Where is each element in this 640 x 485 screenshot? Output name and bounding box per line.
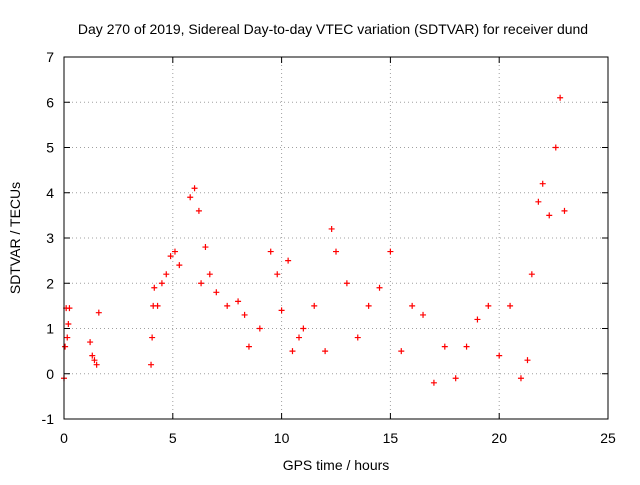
data-point — [528, 271, 535, 278]
data-point — [241, 311, 248, 318]
x-tick-label: 10 — [274, 430, 290, 446]
data-point — [187, 194, 194, 201]
data-point — [163, 271, 170, 278]
data-point — [202, 244, 209, 251]
data-point — [154, 302, 161, 309]
data-point — [507, 302, 514, 309]
data-point — [274, 271, 281, 278]
chart-title: Day 270 of 2019, Sidereal Day-to-day VTE… — [78, 21, 588, 37]
data-point — [463, 343, 470, 350]
x-tick-label: 15 — [383, 430, 399, 446]
y-tick-label: 1 — [46, 321, 54, 337]
data-point — [441, 343, 448, 350]
x-tick-label: 25 — [600, 430, 616, 446]
y-tick-label: 0 — [46, 366, 54, 382]
data-point — [206, 271, 213, 278]
grid-layer — [64, 57, 608, 419]
data-point — [300, 325, 307, 332]
data-point — [66, 305, 73, 312]
data-point — [64, 334, 71, 341]
data-point — [387, 248, 394, 255]
data-point — [452, 375, 459, 382]
data-point — [485, 302, 492, 309]
data-point — [195, 207, 202, 214]
data-point — [322, 348, 329, 355]
x-axis-label: GPS time / hours — [283, 457, 390, 473]
data-point — [354, 334, 361, 341]
data-point — [289, 348, 296, 355]
data-point — [65, 320, 72, 327]
data-point — [91, 357, 98, 364]
data-point — [93, 361, 100, 368]
data-point — [267, 248, 274, 255]
data-point — [343, 280, 350, 287]
data-point — [496, 352, 503, 359]
data-point — [517, 375, 524, 382]
data-point — [546, 212, 553, 219]
data-point — [430, 379, 437, 386]
y-tick-label: 4 — [46, 185, 54, 201]
data-point — [524, 357, 531, 364]
data-point — [235, 298, 242, 305]
data-point — [365, 302, 372, 309]
x-tick-label: 0 — [60, 430, 68, 446]
data-point — [552, 144, 559, 151]
data-point — [333, 248, 339, 255]
data-point — [87, 339, 94, 346]
data-point — [245, 343, 252, 350]
data-point — [256, 325, 263, 332]
data-point — [376, 284, 383, 291]
y-tick-label: -1 — [42, 411, 55, 427]
data-point — [420, 311, 427, 318]
x-tick-label: 5 — [169, 430, 177, 446]
data-point — [89, 352, 96, 359]
data-point — [557, 94, 564, 101]
y-tick-label: 3 — [46, 230, 54, 246]
data-point — [224, 302, 231, 309]
axis-ticks: 0 5 10 15 20 25 -1 0 1 2 3 4 5 6 7 — [42, 49, 616, 446]
data-point — [285, 257, 292, 264]
data-point — [95, 309, 102, 316]
data-point — [198, 280, 205, 287]
data-point — [176, 262, 183, 269]
data-point — [62, 343, 69, 350]
data-point — [561, 207, 568, 214]
data-point — [171, 248, 178, 255]
y-tick-label: 7 — [46, 49, 54, 65]
data-point — [167, 253, 174, 260]
x-tick-label: 20 — [491, 430, 507, 446]
data-point — [278, 307, 285, 314]
data-point — [539, 180, 546, 187]
data-point — [158, 280, 165, 287]
data-point — [148, 361, 155, 368]
data-point — [328, 225, 335, 232]
data-point — [151, 284, 158, 291]
data-point — [474, 316, 481, 323]
y-axis-label: SDTVAR / TECUs — [7, 182, 23, 294]
data-point — [296, 334, 303, 341]
data-point — [409, 302, 416, 309]
y-tick-label: 6 — [46, 94, 54, 110]
data-point — [213, 289, 220, 296]
data-points — [61, 94, 568, 386]
data-point — [398, 348, 405, 355]
y-tick-label: 5 — [46, 140, 54, 156]
data-point — [311, 302, 318, 309]
data-point — [191, 185, 198, 192]
data-point — [149, 334, 156, 341]
data-point — [535, 198, 542, 205]
y-tick-label: 2 — [46, 275, 54, 291]
